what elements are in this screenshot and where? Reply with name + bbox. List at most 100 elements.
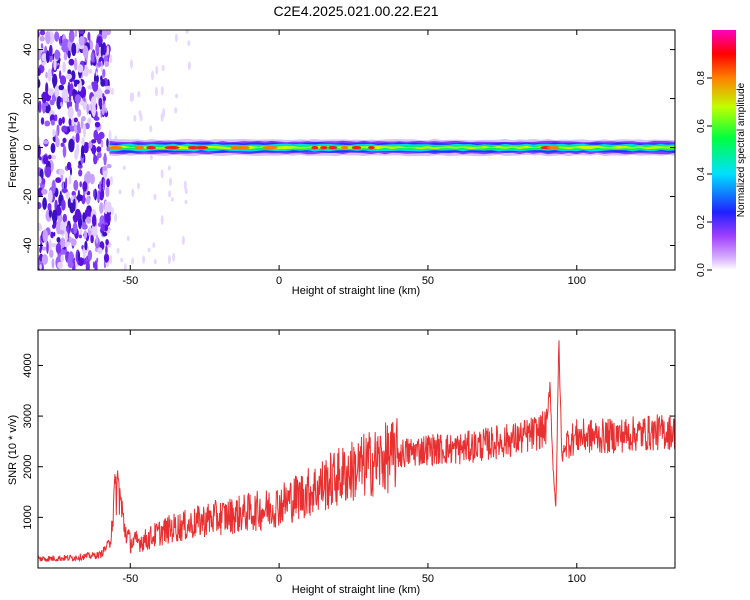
noise-blob bbox=[53, 58, 57, 71]
noise-speck bbox=[167, 165, 171, 171]
noise-blob bbox=[68, 58, 75, 66]
noise-blob bbox=[78, 30, 85, 34]
noise-blob bbox=[102, 95, 107, 102]
noise-speck bbox=[109, 175, 113, 186]
band-hotspot bbox=[146, 146, 156, 150]
noise-speck bbox=[183, 180, 187, 190]
noise-blob bbox=[54, 49, 61, 60]
noise-speck bbox=[185, 30, 189, 34]
noise-blob bbox=[52, 129, 56, 138]
noise-blob bbox=[47, 88, 55, 96]
noise-blob bbox=[103, 55, 109, 62]
noise-blob bbox=[38, 187, 44, 197]
noise-blob bbox=[103, 178, 106, 191]
x-tick-label: 100 bbox=[568, 275, 586, 287]
noise-speck bbox=[184, 199, 188, 205]
noise-blob bbox=[90, 234, 94, 244]
noise-blob bbox=[58, 229, 65, 235]
noise-speck bbox=[109, 255, 113, 265]
noise-speck bbox=[110, 87, 114, 96]
noise-blob bbox=[82, 45, 89, 58]
noise-blob bbox=[97, 151, 102, 159]
noise-blob bbox=[77, 108, 82, 118]
noise-blob bbox=[46, 240, 49, 254]
noise-blob bbox=[85, 260, 90, 270]
noise-blob bbox=[88, 140, 93, 149]
noise-blob bbox=[68, 30, 75, 43]
noise-speck bbox=[123, 263, 127, 270]
noise-blob bbox=[41, 53, 48, 62]
noise-speck bbox=[170, 197, 174, 202]
noise-blob bbox=[103, 152, 107, 167]
noise-blob bbox=[87, 250, 93, 261]
noise-blob bbox=[84, 240, 88, 251]
noise-blob bbox=[38, 100, 42, 114]
noise-blob bbox=[39, 35, 45, 42]
noise-blob bbox=[58, 168, 65, 176]
noise-speck bbox=[172, 252, 176, 262]
noise-blob bbox=[68, 118, 72, 126]
noise-blob bbox=[60, 254, 64, 263]
noise-blob bbox=[77, 251, 80, 262]
noise-blob bbox=[104, 89, 110, 95]
noise-blob bbox=[103, 253, 110, 263]
noise-speck bbox=[149, 154, 153, 161]
noise-speck bbox=[174, 107, 178, 114]
noise-blob bbox=[48, 238, 52, 253]
noise-blob bbox=[89, 225, 92, 231]
noise-blob bbox=[74, 208, 82, 221]
noise-blob bbox=[93, 154, 98, 165]
snr-panel: -50 0 50 100 1000 2000 3000 4000 Height of str… bbox=[7, 329, 676, 596]
spectrogram-y-ticks: -40 -20 0 20 40 bbox=[22, 43, 675, 253]
noise-blob bbox=[48, 189, 53, 203]
noise-blob bbox=[98, 131, 105, 139]
noise-blob bbox=[74, 82, 78, 87]
noise-blob bbox=[100, 79, 106, 87]
noise-blob bbox=[51, 258, 55, 269]
noise-blob bbox=[85, 196, 91, 205]
noise-speck bbox=[187, 61, 191, 71]
noise-blob bbox=[91, 139, 97, 144]
noise-speck bbox=[116, 247, 120, 254]
band-hotspot bbox=[340, 146, 349, 150]
noise-speck bbox=[160, 86, 164, 96]
noise-blob bbox=[103, 224, 109, 232]
noise-blob bbox=[102, 166, 108, 171]
x-tick-label: 0 bbox=[276, 573, 282, 585]
colorbar-tick-label: 0.8 bbox=[696, 71, 707, 85]
noise-blob bbox=[54, 31, 60, 42]
noise-blob bbox=[62, 38, 69, 44]
noise-blob bbox=[96, 37, 103, 43]
noise-blob bbox=[62, 137, 67, 143]
noise-blob bbox=[67, 69, 72, 75]
noise-blob bbox=[95, 234, 99, 244]
noise-blob bbox=[74, 94, 81, 104]
noise-blob bbox=[88, 110, 92, 115]
noise-blob bbox=[105, 211, 111, 224]
noise-blob bbox=[99, 202, 104, 214]
x-tick-label: -50 bbox=[122, 573, 138, 585]
noise-blob bbox=[49, 44, 53, 57]
noise-blob bbox=[97, 61, 102, 67]
noise-blob bbox=[50, 231, 54, 239]
spectrogram-heatmap bbox=[38, 30, 675, 270]
noise-blob bbox=[62, 145, 67, 158]
noise-speck bbox=[167, 254, 171, 265]
colorbar-gradient bbox=[712, 30, 736, 270]
noise-blob bbox=[105, 239, 109, 246]
colorbar-tick-label: 0.0 bbox=[696, 263, 707, 277]
noise-blob bbox=[106, 164, 112, 169]
noise-blob bbox=[68, 138, 75, 153]
noise-speck bbox=[168, 190, 172, 198]
noise-blob bbox=[73, 124, 78, 133]
noise-blob bbox=[60, 142, 65, 148]
noise-blob bbox=[47, 203, 52, 211]
noise-blob bbox=[63, 51, 68, 61]
colorbar-tick-label: 0.2 bbox=[696, 215, 707, 229]
spectrogram-y-label: Frequency (Hz) bbox=[7, 112, 19, 188]
noise-blob bbox=[80, 116, 84, 129]
band-hotspot bbox=[195, 146, 209, 150]
noise-blob bbox=[67, 258, 72, 265]
noise-blob bbox=[75, 132, 80, 143]
noise-blob bbox=[102, 231, 108, 237]
